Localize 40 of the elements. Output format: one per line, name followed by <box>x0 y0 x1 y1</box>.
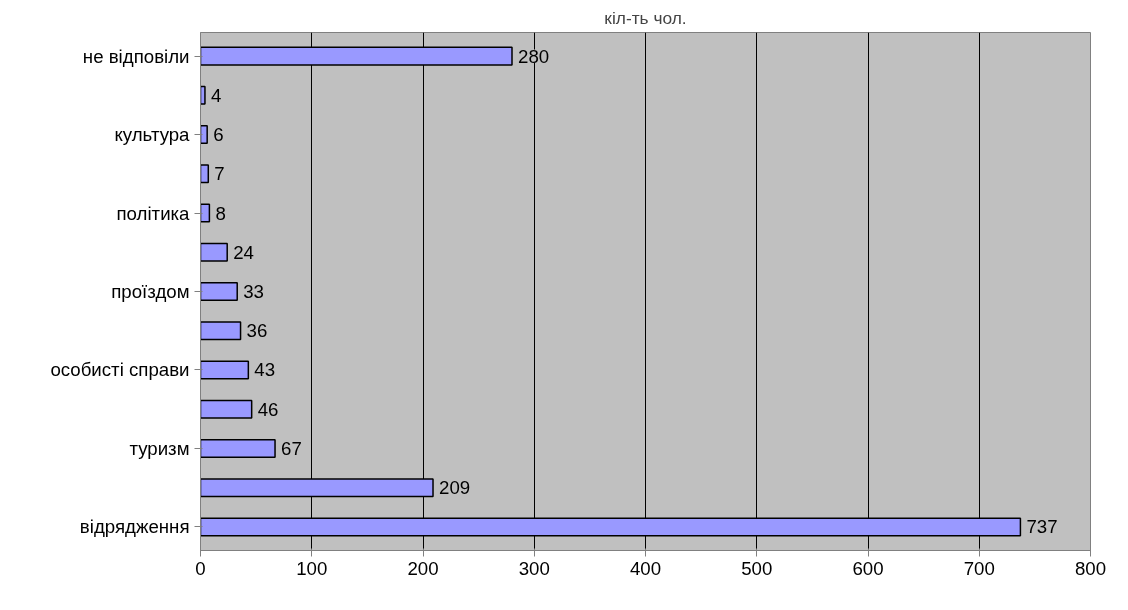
bar <box>200 242 228 262</box>
chart-title: кіл-ть чол. <box>604 7 687 28</box>
y-tick-label: культура <box>114 124 191 146</box>
x-tick-label: 400 <box>629 557 662 579</box>
y-tick-label: проїздом <box>111 281 190 302</box>
data-label: 43 <box>254 359 276 381</box>
x-tick-label: 100 <box>296 557 328 579</box>
data-label: 7 <box>214 163 225 185</box>
bar <box>200 321 242 341</box>
data-label: 67 <box>281 437 302 459</box>
bar <box>200 85 206 105</box>
y-tick-label: особисті справи <box>50 359 190 381</box>
data-label: 280 <box>518 45 550 67</box>
data-label: 737 <box>1026 516 1058 538</box>
bar <box>200 438 276 459</box>
data-label: 209 <box>439 477 471 499</box>
x-tick-label: 200 <box>407 557 439 579</box>
bar <box>200 360 250 380</box>
bar <box>200 281 238 302</box>
x-tick-label: 500 <box>741 557 773 579</box>
data-label: 24 <box>233 241 254 263</box>
y-tick-label: туризм <box>129 437 190 459</box>
x-tick-label: 0 <box>195 557 206 579</box>
bar <box>200 124 208 145</box>
data-label: 33 <box>243 281 264 302</box>
bar <box>200 203 211 223</box>
x-tick-label: 600 <box>852 557 884 579</box>
data-label: 6 <box>213 124 224 146</box>
data-label: 4 <box>210 84 222 106</box>
y-tick-label: відрядження <box>79 516 190 538</box>
data-label: 36 <box>246 320 268 342</box>
y-tick-label: не відповіли <box>82 45 190 67</box>
x-tick-label: 700 <box>963 557 995 579</box>
x-tick-label: 300 <box>518 557 550 579</box>
y-tick-label: політика <box>116 202 191 224</box>
data-label: 8 <box>215 202 226 224</box>
bar <box>200 164 210 184</box>
bar <box>200 399 253 419</box>
x-tick-label: 800 <box>1074 557 1107 579</box>
data-label: 46 <box>257 398 279 420</box>
